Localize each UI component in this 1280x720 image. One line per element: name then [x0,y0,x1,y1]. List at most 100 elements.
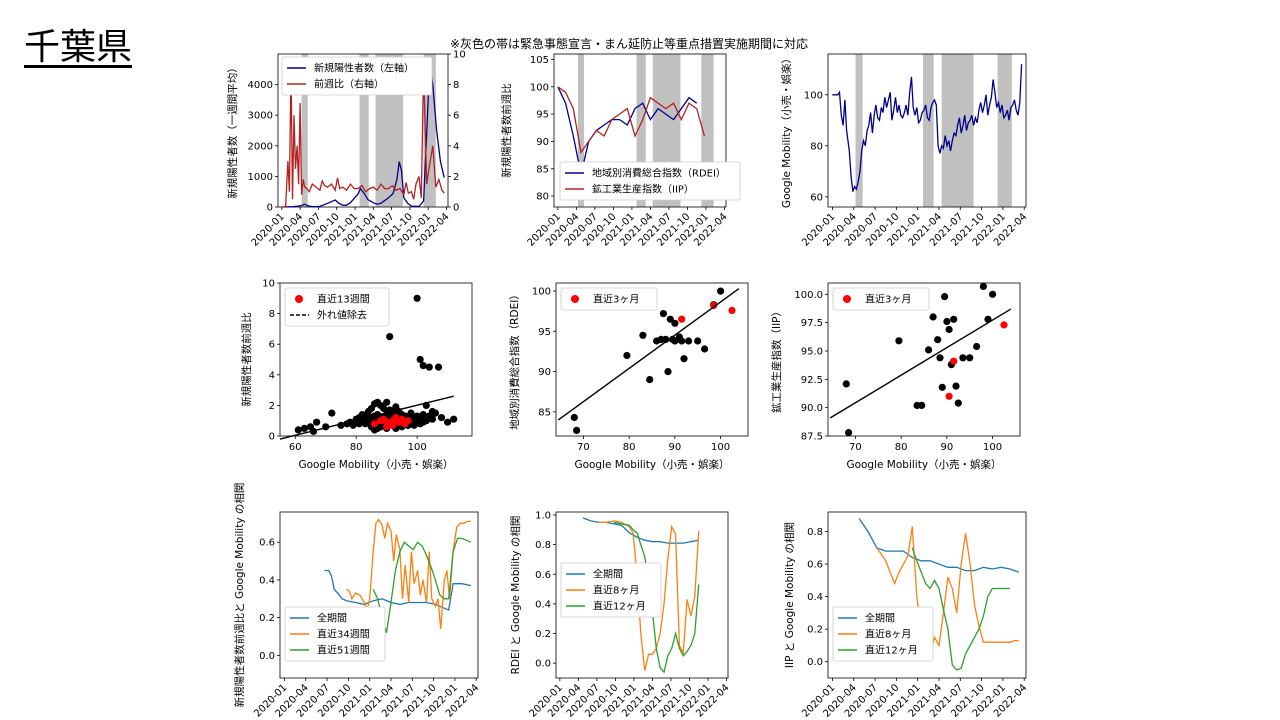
cases-ytick-label: 2000 [248,141,273,152]
scatter_rdei_mobility-xtick-label: 90 [668,442,681,453]
mobility-shade-band [941,54,974,207]
corr_rdei-ytick-label: 0.0 [535,659,551,670]
scatter_cases_mobility-point-all [328,409,336,417]
scatter_rdei_mobility-point-all [685,337,693,345]
corr_iip-ytick-label: 0.4 [807,592,823,603]
rdei_iip-ytick-label: 95 [536,110,549,121]
scatter_cases_mobility-point-all [386,333,394,341]
scatter_cases_mobility-legend-label: 直近13週間 [317,293,370,306]
scatter_iip_mobility-point-all [938,383,946,391]
mobility-shade-band [923,54,934,207]
scatter_iip_mobility-point-recent [945,392,953,400]
corr_cases-series-1 [346,518,471,630]
scatter_cases_mobility-ytick-label: 4 [269,370,275,381]
corr_cases-legend-label: 直近51週間 [317,644,370,657]
mobility-series-0 [832,64,1023,192]
corr_cases-ytick-label: 0.6 [259,538,275,549]
scatter_iip_mobility-ytick-label: 87.5 [801,432,823,443]
scatter_iip_mobility-xtick-label: 90 [940,442,953,453]
scatter_iip_mobility-legend-marker [843,295,851,303]
cases-ytick-label: 3000 [248,111,273,122]
scatter_cases_mobility-point-all [410,417,418,425]
scatter_cases_mobility-ytick-label: 0 [269,432,275,443]
scatter_cases_mobility-point-all [437,414,446,422]
scatter_iip_mobility-xtick-label: 100 [983,442,1002,453]
scatter_rdei_mobility-point-all [694,337,702,345]
rdei_iip-ytick-label: 105 [530,55,549,66]
corr_iip-series-2 [911,547,1010,671]
rdei_iip-frame [553,53,727,208]
corr_cases-series-2 [372,537,472,633]
corr_rdei-series-2 [613,521,700,674]
corr_cases-ytick-label: 0.2 [259,613,275,624]
scatter_iip_mobility-point-all [934,336,942,344]
cases-series-1 [281,67,445,208]
corr_rdei-ytick-label: 0.4 [535,599,551,610]
scatter_iip_mobility-legend-box [832,287,930,311]
corr_cases-ytick-label: 0.4 [259,575,275,586]
corr_cases-ylabel: 新規陽性者数前週比と Google Mobility の相関 [233,483,246,708]
scatter_cases_mobility-point-all [434,363,443,371]
scatter_iip_mobility-point-all [842,380,850,388]
scatter_rdei_mobility-point-all [573,426,581,434]
scatter_iip_mobility-point-all [989,290,997,298]
cases-legend-box [281,56,433,96]
scatter_rdei_mobility-point-all [570,413,578,422]
scatter_rdei_mobility-point-all [671,319,679,327]
corr_iip-ylabel: IIP と Google Mobility の相関 [783,522,796,668]
scatter_iip_mobility-point-all [941,293,949,301]
mobility-ytick-label: 80 [810,141,823,152]
scatter_cases_mobility-point-all [300,424,308,432]
scatter_rdei_mobility-point-recent [678,315,686,323]
scatter_cases_mobility-ytick-label: 10 [262,279,275,290]
scatter_rdei_mobility-fit-line [557,288,740,421]
corr_iip-ytick-label: 0.2 [807,625,823,636]
scatter_iip_mobility-point-all [950,315,958,323]
corr_iip-series-1 [876,526,1019,656]
scatter_iip_mobility-ylabel: 鉱工業生産指数（IIP） [770,306,783,413]
corr_iip-frame [827,511,1027,679]
scatter_iip_mobility-point-all [945,325,953,334]
scatter_rdei_mobility-xtick-label: 100 [711,442,730,453]
page-title: 千葉県 [24,27,133,68]
scatter_iip_mobility-point-all [895,337,903,345]
scatter_rdei_mobility-point-all [717,287,725,295]
corr_rdei-ytick-label: 0.8 [535,540,551,551]
scatter_iip_mobility-point-all [929,313,937,321]
corr_rdei-legend-label: 全期間 [593,568,623,581]
rdei_iip-ytick-label: 90 [536,137,549,148]
scatter_cases_mobility-point-recent [389,421,397,429]
scatter_cases_mobility-point-all [383,398,391,406]
rdei_iip-series-1 [557,86,706,155]
scatter_cases_mobility-point-all [450,415,458,423]
scatter_cases_mobility-ylabel: 新規陽性者数前週比 [240,312,253,407]
corr_iip-legend-box [832,606,934,662]
mobility-shade-band [855,54,863,207]
scatter_iip_mobility-xtick-label: 80 [895,442,908,453]
rdei_iip-legend-label: 地域別消費総合指数（RDEI） [592,167,726,180]
cases-y2tick-label: 2 [453,172,459,183]
cases-frame [277,53,449,208]
scatter_cases_mobility-xtick-label: 60 [289,442,302,453]
scatter_iip_mobility-legend-label: 直近3ヶ月 [865,293,911,306]
corr_cases-ytick-label: 0.0 [259,651,275,662]
scatter_iip_mobility-point-recent [950,357,958,365]
scatter_iip_mobility-ytick-label: 90.0 [801,403,823,414]
scatter_cases_mobility-xtick-label: 100 [408,442,427,453]
corr_iip-legend-label: 全期間 [865,612,895,625]
scatter_iip_mobility-fit-line [829,308,1012,419]
cases-ytick-label: 4000 [248,80,273,91]
scatter_rdei_mobility-point-recent [710,301,718,310]
scatter_rdei_mobility-xtick-label: 80 [623,442,636,453]
scatter_iip_mobility-point-all [943,317,951,326]
scatter_cases_mobility-point-all [294,426,302,434]
scatter_cases_mobility-point-all [370,426,379,434]
scatter_rdei_mobility-point-all [639,331,647,339]
scatter_rdei_mobility-point-recent [728,306,736,314]
cases-series-0 [281,63,445,208]
corr_cases-series-0 [324,569,472,612]
corr_iip-legend-label: 直近12ヶ月 [865,644,918,657]
scatter_iip_mobility-ytick-label: 97.5 [801,318,823,329]
rdei_iip-ytick-label: 85 [536,164,549,175]
scatter_rdei_mobility-ytick-label: 90 [538,367,551,378]
